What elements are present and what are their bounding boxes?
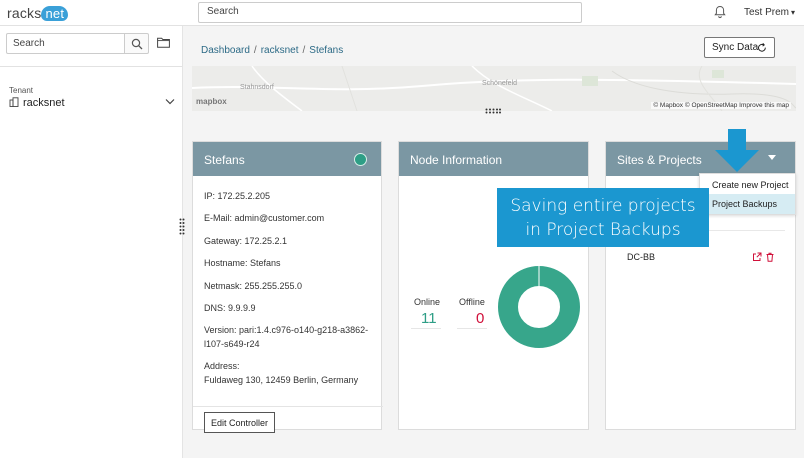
sidebar-search-input[interactable]: Search: [6, 33, 125, 54]
external-link-icon[interactable]: [752, 252, 762, 262]
map[interactable]: Stahnsdorf Schönefeld mapbox © Mapbox © …: [192, 66, 796, 111]
chevron-down-icon[interactable]: [165, 98, 175, 105]
project-dropdown-menu: Create new Project Project Backups: [699, 173, 796, 215]
ip-text: IP: 172.25.2.205: [204, 191, 271, 201]
user-menu[interactable]: Test Prem ▾: [744, 7, 796, 18]
dns-text: DNS: 9.9.9.9: [204, 303, 256, 313]
divider: [457, 328, 487, 329]
card-header: Node Information: [399, 142, 588, 176]
logo[interactable]: racks net: [7, 5, 69, 21]
map-label: Stahnsdorf: [240, 84, 274, 91]
node-information-title: Node Information: [410, 153, 503, 167]
menu-item-create-project[interactable]: Create new Project: [712, 180, 789, 190]
sidebar: Search Tenant racksnet: [0, 26, 183, 458]
top-bar: racks net Search Test Prem ▾: [0, 0, 804, 26]
breadcrumb-controller[interactable]: Stefans: [309, 45, 344, 56]
controller-card: Stefans IP: 172.25.2.205 E-Mail: admin@c…: [192, 141, 383, 433]
hostname-text: Hostname: Stefans: [204, 258, 281, 268]
node-information-card: Node Information Online 11 Offline 0: [398, 141, 589, 430]
version-text-cont: l107-s649-r24: [204, 339, 260, 349]
edit-controller-button[interactable]: Edit Controller: [204, 412, 275, 433]
address-text: Fuldaweg 130, 12459 Berlin, Germany: [204, 375, 359, 385]
map-label: Schönefeld: [482, 80, 518, 87]
global-search-input[interactable]: Search: [198, 2, 582, 23]
resize-handle-icon[interactable]: [485, 108, 501, 114]
chevron-down-icon[interactable]: [768, 155, 776, 160]
site-actions: [752, 252, 775, 265]
sites-projects-title: Sites & Projects: [617, 153, 702, 167]
menu-item-project-backups[interactable]: Project Backups: [700, 194, 795, 214]
arrow-down-icon: [715, 129, 759, 172]
map-attribution[interactable]: © Mapbox © OpenStreetMap Improve this ma…: [651, 102, 791, 109]
card-header: Sites & Projects: [606, 142, 795, 176]
callout-banner: Saving entire projects in Project Backup…: [497, 188, 709, 247]
divider: [0, 66, 182, 67]
trash-icon[interactable]: [765, 252, 775, 262]
tenant-label: Tenant: [9, 86, 34, 95]
netmask-text: Netmask: 255.255.255.0: [204, 281, 303, 291]
divider: [193, 406, 383, 407]
mapbox-logo: mapbox: [196, 97, 227, 106]
building-icon: [9, 97, 19, 107]
drag-handle-icon[interactable]: [179, 218, 185, 236]
status-indicator: [354, 153, 367, 166]
search-icon: [131, 38, 143, 50]
site-name[interactable]: DC-BB: [627, 252, 656, 262]
address-label: Address:: [204, 361, 240, 371]
breadcrumb: Dashboard / racksnet / Stefans: [201, 45, 344, 56]
online-label: Online: [414, 297, 441, 307]
folder-icon[interactable]: [157, 37, 170, 48]
offline-count[interactable]: 0: [476, 310, 485, 327]
tenant-select[interactable]: racksnet: [9, 97, 65, 109]
node-status-donut-chart[interactable]: [497, 265, 581, 349]
breadcrumb-tenant[interactable]: racksnet: [260, 45, 299, 56]
online-count[interactable]: 11: [421, 310, 437, 327]
offline-label: Offline: [459, 297, 485, 307]
chevron-down-icon: ▾: [791, 8, 796, 17]
controller-title: Stefans: [204, 153, 245, 167]
sync-data-button[interactable]: Sync Data: [704, 37, 775, 58]
gateway-text: Gateway: 172.25.2.1: [204, 236, 288, 246]
card-header: Stefans: [193, 142, 381, 176]
breadcrumb-dashboard[interactable]: Dashboard: [201, 45, 250, 56]
sidebar-search-button[interactable]: [124, 33, 149, 54]
refresh-icon: [758, 43, 766, 52]
divider: [411, 328, 441, 329]
version-text: Version: pari:1.4.c976-o140-g218-a3862-: [204, 325, 369, 335]
email-text: E-Mail: admin@customer.com: [204, 213, 325, 223]
notification-bell-icon[interactable]: [713, 5, 727, 19]
